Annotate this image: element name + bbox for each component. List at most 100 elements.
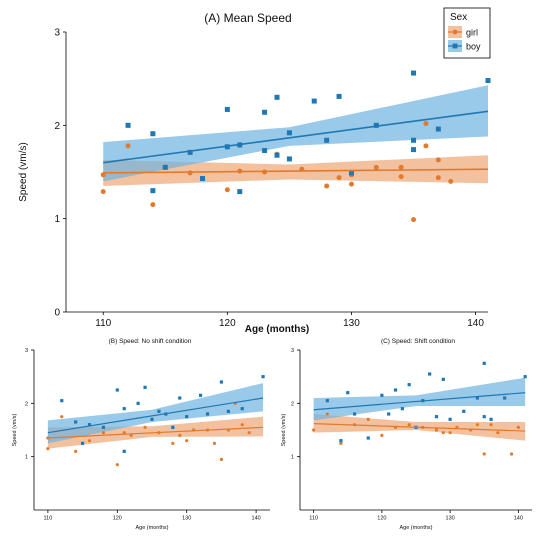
chart-c-point-boy [387, 412, 391, 416]
chart-a-x-label: Age (months) [245, 324, 309, 335]
chart-c-y-tick-label: 1 [291, 455, 294, 461]
chart-b-point-boy [198, 393, 203, 397]
chart-a-point-boy [162, 164, 168, 170]
chart-b-point-girl [46, 447, 50, 451]
chart-b-point-boy [115, 388, 119, 392]
chart-b-point-boy [240, 407, 244, 411]
chart-a-point-boy [274, 94, 280, 100]
chart-b-point-boy [185, 415, 189, 419]
chart-a-point-boy [311, 98, 317, 104]
chart-c-point-girl [448, 431, 452, 435]
chart-b-point-girl [74, 449, 78, 453]
chart-c-point-girl [407, 423, 411, 427]
chart-b-point-boy [74, 420, 78, 424]
chart-c-point-boy [462, 409, 466, 413]
chart-c-point-boy [352, 412, 357, 416]
chart-c-point-girl [434, 428, 439, 432]
chart-b: 1 2 3 110 120 130 140 (B) Speed: No shift condi… [0, 338, 275, 531]
chart-a-legend-title: Sex [450, 12, 467, 23]
chart-a-point-boy [348, 170, 354, 176]
chart-c-point-boy [503, 396, 507, 400]
chart-b-band-boy [47, 383, 264, 444]
chart-c-point-boy [380, 393, 384, 397]
chart-b-y-tick-label: 1 [25, 455, 28, 461]
chart-b-point-girl [247, 431, 251, 435]
chart-a-point-boy [336, 93, 342, 99]
chart-a-point-girl [398, 174, 404, 180]
chart-c-point-boy [434, 415, 439, 419]
chart-c-fit-line-girl [313, 423, 526, 432]
chart-a-point-girl [187, 170, 193, 176]
chart-c-point-boy [475, 396, 480, 400]
chart-b-point-boy [219, 380, 224, 384]
chart-c: 1 2 3 110 120 130 140 (C) Speed: Shift conditio… [275, 338, 550, 531]
chart-a-point-boy [262, 148, 268, 154]
chart-a: 0 1 2 3 110 120 130 140 (A) Mean Speed Age (month… [18, 7, 491, 335]
chart-b-y-tick-label: 2 [25, 401, 28, 407]
chart-b-point-boy [80, 441, 85, 445]
chart-c-point-boy [523, 375, 527, 379]
chart-a-legend-label-girl: girl [466, 28, 478, 38]
chart-b-point-boy [60, 399, 64, 403]
chart-c-point-boy [346, 391, 350, 395]
chart-b-point-boy [261, 375, 265, 379]
chart-a-point-girl [423, 143, 429, 149]
chart-c-x-tick-label: 140 [514, 516, 523, 522]
chart-a-point-boy [411, 137, 417, 143]
chart-a-x-tick-label: 120 [219, 318, 236, 329]
chart-c-point-boy [489, 417, 493, 421]
chart-a-point-girl [435, 157, 441, 163]
chart-a-y-tick-label: 0 [54, 308, 60, 319]
chart-c-point-boy [400, 407, 404, 411]
chart-a-fit-line-girl [103, 168, 489, 174]
chart-c-point-girl [516, 425, 520, 429]
chart-b-x-tick-label: 130 [182, 516, 191, 522]
chart-a-point-boy [286, 130, 292, 136]
chart-b-point-girl [101, 431, 106, 435]
chart-b-point-boy [205, 412, 210, 416]
chart-b-x-label: Age (months) [135, 525, 168, 531]
chart-a-point-boy [150, 131, 156, 137]
chart-c-fit-line-boy [313, 392, 526, 411]
chart-a-point-girl [423, 120, 429, 126]
chart-b-point-boy [171, 425, 175, 429]
chart-c-point-boy [441, 377, 445, 381]
chart-c-point-boy [393, 388, 398, 392]
chart-b-point-boy [87, 423, 92, 427]
chart-b-fit-line-girl [47, 426, 264, 439]
chart-c-x-label: Age (months) [399, 525, 432, 531]
chart-c-point-girl [496, 431, 500, 435]
chart-a-title: (A) Mean Speed [204, 11, 291, 25]
chart-c-point-girl [489, 423, 493, 427]
chart-a-x-tick-label: 130 [343, 318, 360, 329]
chart-a-point-girl [373, 164, 379, 170]
chart-a-point-girl [348, 181, 354, 187]
chart-c-point-girl [312, 428, 316, 432]
chart-a-point-boy [274, 152, 280, 158]
chart-c-point-boy [407, 383, 411, 387]
chart-a-legend: Sex girl boy [443, 7, 491, 59]
chart-c-y-label: Speed (vm/s) [281, 413, 287, 446]
chart-a-legend-marker-girl [452, 29, 458, 35]
chart-b-x-tick-label: 140 [252, 516, 261, 522]
chart-c-svg: 1 2 3 110 120 130 140 (C) Speed: Shift conditio… [281, 338, 532, 531]
chart-a-point-girl [150, 202, 156, 208]
chart-c-title: (C) Speed: Shift condition [381, 338, 455, 345]
chart-b-point-girl [171, 441, 175, 445]
chart-b-x-tick-label: 120 [113, 516, 122, 522]
chart-b-point-boy [101, 425, 106, 429]
chart-a-point-girl [125, 143, 131, 149]
chart-a-point-boy [237, 189, 243, 195]
chart-a-y-tick-label: 3 [54, 28, 60, 39]
chart-a-legend-marker-boy [452, 43, 458, 49]
chart-a-fit-line-boy [103, 110, 489, 164]
chart-a-band-boy [103, 85, 488, 182]
chart-a-point-boy [435, 126, 441, 132]
chart-c-point-boy [366, 436, 370, 440]
chart-b-point-boy [136, 401, 140, 405]
chart-b-fit-line-boy [47, 397, 264, 434]
chart-a-point-boy [411, 70, 417, 76]
chart-c-point-girl [325, 412, 329, 416]
chart-b-point-girl [60, 415, 64, 419]
chart-a-point-girl [398, 164, 404, 170]
